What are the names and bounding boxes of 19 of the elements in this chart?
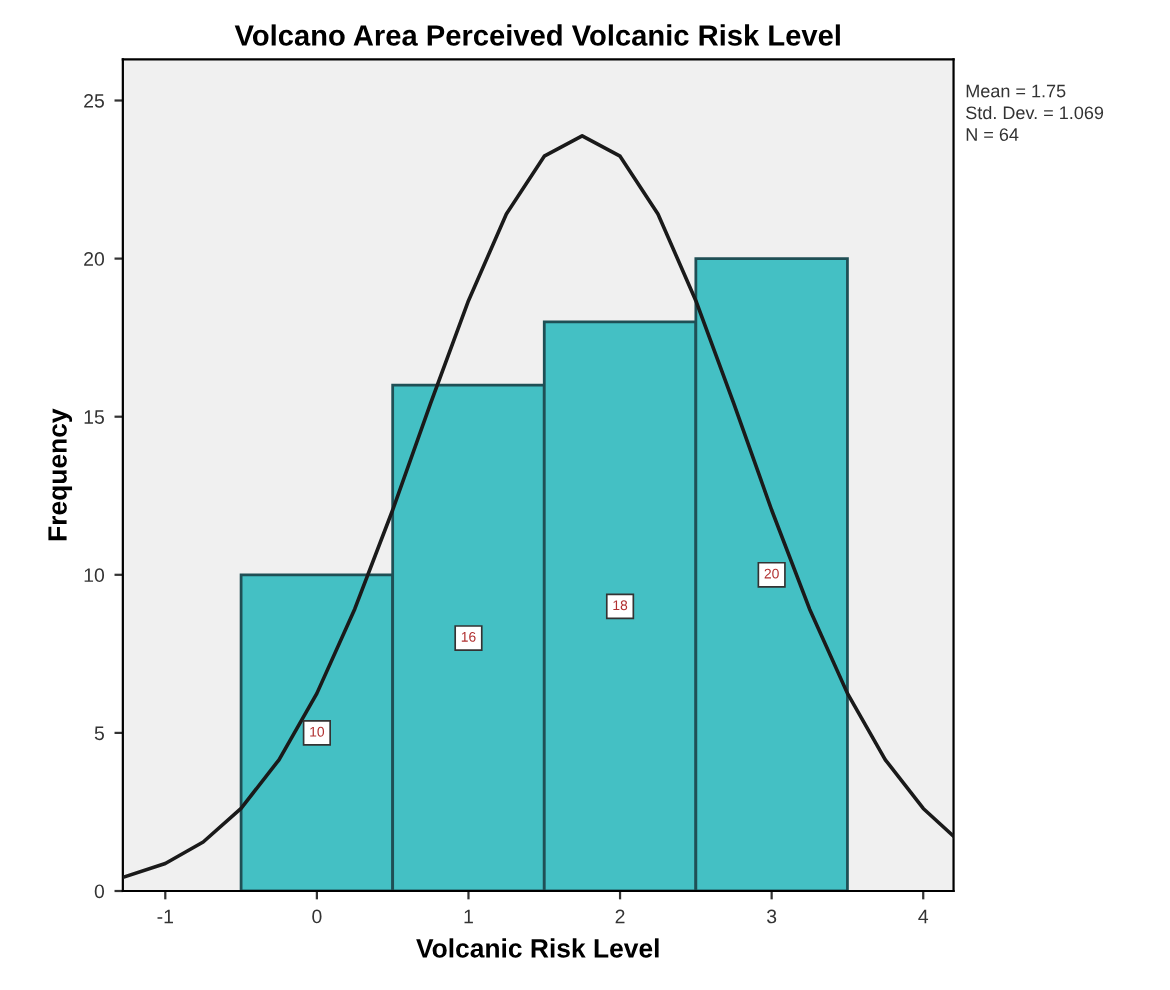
chart-title: Volcano Area Perceived Volcanic Risk Level: [234, 24, 840, 46]
x-tick-label: 4: [918, 909, 929, 924]
line-series: [122, 134, 954, 880]
y-tick-label: 0: [94, 884, 105, 899]
x-tick-label: -1: [157, 909, 173, 924]
x-tick-label: 0: [312, 909, 322, 924]
x-axis-title: Volcanic Risk Level: [416, 938, 659, 958]
y-tick-label: 5: [94, 726, 104, 741]
x-tick-label: 2: [615, 909, 625, 924]
y-tick-label: 25: [84, 93, 104, 108]
x-tick-label: 3: [766, 909, 777, 924]
text: N = 64: [966, 128, 1019, 141]
y-axis-title: Frequency: [48, 408, 73, 541]
text: Std. Dev. = 1.069: [966, 105, 1104, 120]
text: Mean = 1.75: [966, 84, 1066, 98]
y-tick-label: 10: [84, 568, 105, 583]
y-tick-label: 20: [84, 252, 105, 266]
y-tick-label: 15: [84, 410, 104, 424]
x-tick-label: 1: [464, 909, 473, 924]
